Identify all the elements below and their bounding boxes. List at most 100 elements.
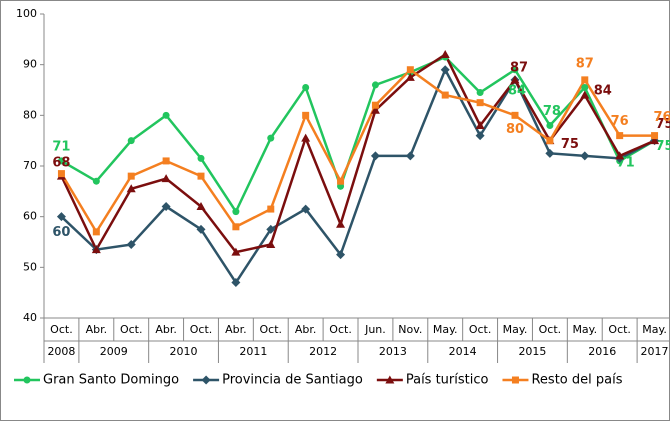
value-label: 68: [52, 156, 70, 171]
point: [197, 172, 205, 180]
point: [546, 121, 554, 129]
x-tick-label: May.: [642, 323, 667, 336]
x-tick-label: Oct.: [120, 323, 143, 336]
point: [301, 133, 311, 142]
point: [231, 278, 241, 288]
x-tick-label: Nov.: [398, 323, 422, 336]
point: [266, 240, 276, 249]
x-group-label: 2017: [641, 345, 669, 358]
x-group-label: 2010: [170, 345, 198, 358]
point: [126, 184, 136, 193]
y-tick-label: 90: [23, 58, 37, 71]
point: [371, 101, 379, 109]
series-line: [60, 66, 656, 285]
legend-marker: [385, 375, 395, 384]
x-tick-label: Jun.: [364, 323, 386, 336]
series-line: [60, 52, 656, 254]
x-tick-label: Abr.: [155, 323, 177, 336]
point: [476, 99, 484, 107]
point: [91, 245, 101, 254]
point: [370, 151, 380, 161]
point: [92, 177, 100, 185]
value-label: 87: [510, 60, 528, 75]
series-line: [60, 55, 656, 215]
point: [232, 223, 240, 231]
x-group-label: 2014: [449, 345, 477, 358]
point: [616, 132, 624, 140]
point: [197, 154, 205, 162]
value-label: 75: [561, 137, 579, 152]
y-tick-label: 50: [23, 260, 37, 273]
point: [127, 172, 135, 180]
point: [476, 89, 484, 97]
value-label: 76: [654, 110, 670, 125]
y-tick-label: 70: [23, 159, 37, 172]
point: [302, 83, 310, 91]
point: [406, 66, 414, 74]
legend-label: Provincia de Santiago: [222, 373, 363, 388]
value-label: 75: [656, 117, 670, 132]
y-tick-label: 40: [23, 311, 37, 324]
x-tick-label: Oct.: [260, 323, 283, 336]
point: [475, 131, 485, 141]
x-group-label: 2013: [379, 345, 407, 358]
x-tick-label: Oct.: [469, 323, 492, 336]
legend-label: País turístico: [406, 373, 489, 388]
point: [232, 208, 240, 216]
annotation: 84: [508, 84, 526, 99]
point: [126, 240, 136, 250]
x-tick-label: Oct.: [190, 323, 213, 336]
point: [545, 148, 555, 158]
x-tick-label: Oct.: [329, 323, 352, 336]
point: [161, 174, 171, 183]
point: [615, 151, 625, 160]
point: [267, 205, 275, 213]
point: [301, 204, 311, 214]
value-label: 80: [506, 122, 524, 137]
point: [336, 219, 346, 228]
legend-marker: [511, 376, 519, 384]
point: [267, 134, 275, 142]
point: [511, 66, 519, 74]
point: [546, 137, 554, 145]
y-tick-label: 100: [16, 7, 37, 20]
point: [440, 65, 450, 75]
x-group-label: 2011: [239, 345, 267, 358]
legend-label: Resto del país: [531, 373, 622, 388]
point: [57, 157, 65, 165]
point: [371, 81, 379, 89]
x-tick-label: Oct.: [50, 323, 73, 336]
value-label: 76: [611, 114, 629, 129]
point: [580, 90, 590, 99]
point: [580, 151, 590, 161]
point: [162, 157, 170, 165]
x-group-label: 2012: [309, 345, 337, 358]
y-tick-label: 60: [23, 210, 37, 223]
point: [92, 228, 100, 236]
value-label: 71: [52, 139, 70, 154]
y-tick-label: 80: [23, 108, 37, 121]
point: [231, 247, 241, 256]
legend-label: Gran Santo Domingo: [43, 373, 179, 388]
point: [405, 72, 415, 81]
legend-marker: [201, 375, 211, 385]
point: [266, 224, 276, 234]
x-group-label: 2015: [518, 345, 546, 358]
x-group-label: 2008: [47, 345, 75, 358]
point: [127, 137, 135, 145]
point: [196, 202, 206, 211]
value-label: 84: [594, 84, 612, 99]
point: [196, 224, 206, 234]
x-tick-label: Abr.: [295, 323, 317, 336]
point: [440, 50, 450, 59]
point: [56, 212, 66, 222]
x-tick-label: Abr.: [86, 323, 108, 336]
point: [302, 111, 310, 119]
x-tick-label: May.: [503, 323, 528, 336]
value-label: 78: [543, 104, 561, 119]
point: [511, 111, 519, 119]
x-tick-label: Abr.: [225, 323, 247, 336]
point: [57, 170, 65, 178]
x-group-label: 2009: [100, 345, 128, 358]
point: [162, 111, 170, 119]
